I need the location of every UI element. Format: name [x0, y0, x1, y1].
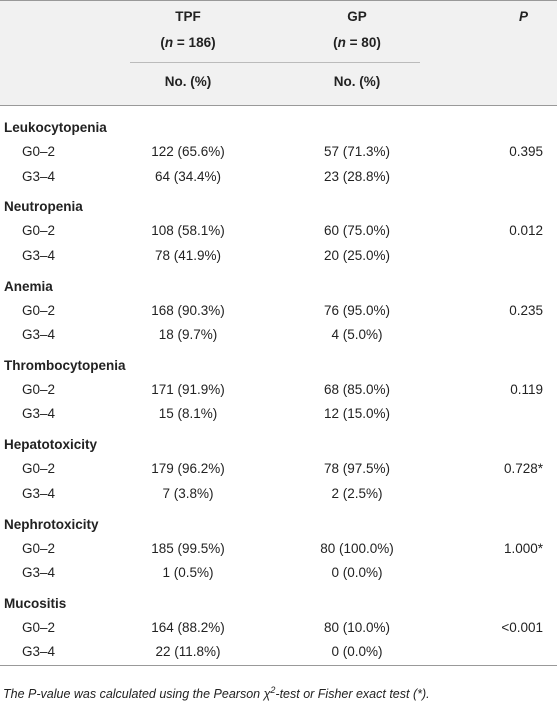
grade: G0–2 [22, 381, 56, 397]
gp-value: 68 (85.0%) [323, 381, 391, 397]
column-n-part: = 186) [173, 35, 216, 50]
column-n: (n = 186) [160, 35, 215, 51]
grade: G0–2 [22, 144, 56, 159]
tpf-value: 185 (99.5%) [151, 540, 225, 556]
tpf-value: 78 (41.9%) [154, 247, 222, 263]
tpf-value: 1 (0.5%) [162, 565, 214, 580]
group-name: Nephrotoxicity [4, 516, 99, 532]
grade: G3–4 [22, 565, 56, 580]
column-unit: No. (%) [164, 74, 212, 89]
tpf-value: 7 (3.8%) [162, 485, 214, 501]
gp-value: 2 (2.5%) [331, 485, 383, 501]
column-n-part: ( [160, 35, 165, 50]
group-name: Anemia [4, 278, 53, 294]
rule [0, 105, 557, 106]
p-value: <0.001 [501, 619, 543, 635]
gp-value: 80 (10.0%) [323, 619, 391, 635]
p-value: 0.119 [510, 381, 543, 397]
grade: G3–4 [22, 327, 56, 343]
gp-value: 4 (5.0%) [331, 327, 383, 343]
gp-value: 78 (97.5%) [323, 461, 391, 477]
column-n-part: n [164, 35, 174, 50]
column-n: (n = 80) [333, 35, 381, 51]
grade: G3–4 [22, 644, 56, 660]
tpf-value: 108 (58.1%) [151, 223, 225, 239]
tpf-value: 171 (91.9%) [151, 381, 225, 397]
gp-value: 23 (28.8%) [323, 168, 391, 184]
grade: G0–2 [22, 302, 56, 318]
tpf-value: 122 (65.6%) [151, 144, 225, 159]
rule [130, 62, 420, 63]
p-value: 0.395 [509, 144, 543, 159]
grade: G0–2 [22, 540, 56, 556]
rule [0, 665, 557, 666]
footnote-text: The P-value was calculated using the Pea… [3, 687, 271, 702]
tpf-value: 164 (88.2%) [151, 619, 225, 635]
p-value: 0.728* [503, 461, 543, 477]
tpf-value: 15 (8.1%) [158, 406, 218, 422]
gp-value: 76 (95.0%) [323, 302, 391, 318]
column-header: TPF [175, 9, 201, 24]
column-n-part: = 80) [345, 35, 381, 50]
grade: G3–4 [22, 485, 56, 501]
gp-value: 57 (71.3%) [323, 144, 391, 159]
group-name: Neutropenia [4, 199, 83, 215]
column-n-part: ( [333, 35, 338, 50]
grade: G0–2 [22, 619, 56, 635]
group-name: Mucositis [4, 595, 67, 611]
gp-value: 80 (100.0%) [320, 540, 394, 556]
column-unit: No. (%) [333, 74, 381, 89]
p-value: 0.235 [509, 302, 543, 318]
group-name: Thrombocytopenia [4, 357, 126, 373]
grade: G3–4 [22, 247, 56, 263]
footnote-sup: 2 [270, 685, 276, 695]
tpf-value: 64 (34.4%) [154, 168, 222, 184]
header-background [0, 0, 557, 105]
column-n-part: n [337, 35, 346, 50]
tpf-value: 179 (96.2%) [151, 461, 225, 477]
grade: G0–2 [22, 223, 56, 239]
tpf-value: 18 (9.7%) [158, 327, 218, 343]
p-header: P [518, 9, 528, 24]
rule [0, 0, 557, 1]
group-name: Hepatotoxicity [4, 437, 98, 453]
tpf-value: 22 (11.8%) [155, 644, 221, 660]
gp-value: 12 (15.0%) [323, 406, 391, 422]
group-name: Leukocytopenia [4, 120, 107, 135]
gp-value: 0 (0.0%) [331, 565, 383, 580]
footnote: The P-value was calculated using the Pea… [3, 682, 430, 702]
gp-value: 60 (75.0%) [323, 223, 391, 239]
p-value: 1.000* [503, 540, 543, 556]
gp-value: 20 (25.0%) [323, 247, 391, 263]
p-value: 0.012 [509, 223, 543, 239]
grade: G3–4 [22, 406, 56, 422]
column-header: GP [347, 9, 367, 24]
gp-value: 0 (0.0%) [331, 644, 383, 660]
grade: G3–4 [22, 168, 56, 184]
footnote-text: -test or Fisher exact test (*). [275, 687, 430, 702]
tpf-value: 168 (90.3%) [151, 302, 225, 318]
grade: G0–2 [22, 461, 56, 477]
